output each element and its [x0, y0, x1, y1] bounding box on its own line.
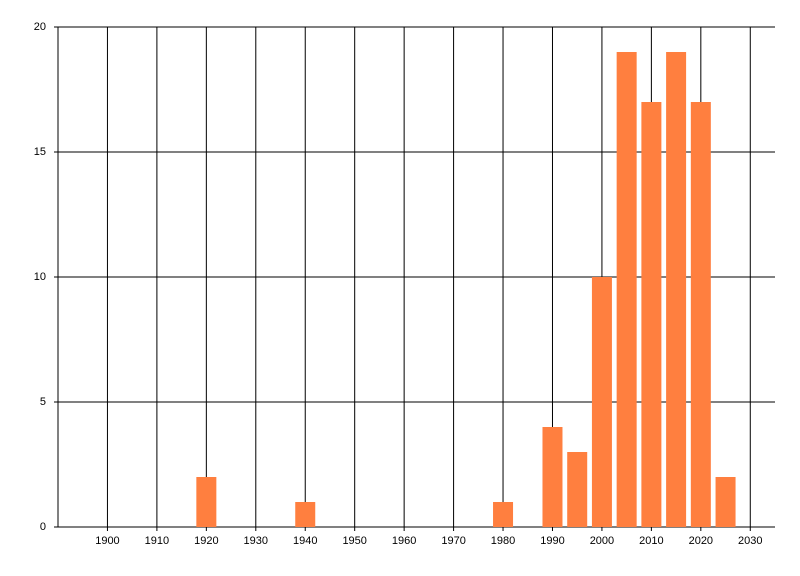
- bar: [690, 102, 711, 527]
- bar: [567, 452, 588, 527]
- bar: [641, 102, 662, 527]
- bar: [295, 502, 316, 527]
- x-tick-label: 1980: [491, 535, 515, 547]
- y-tick-label: 5: [40, 396, 46, 408]
- x-tick-label: 1950: [342, 535, 366, 547]
- bar: [666, 52, 687, 527]
- x-tick-label: 2030: [738, 535, 762, 547]
- y-tick-label: 0: [40, 521, 46, 533]
- bar: [591, 277, 612, 527]
- bar: [196, 477, 217, 527]
- bar: [616, 52, 637, 527]
- bar: [715, 477, 736, 527]
- y-tick-label: 15: [34, 146, 46, 158]
- x-tick-label: 2010: [639, 535, 663, 547]
- x-tick-label: 1940: [293, 535, 317, 547]
- x-tick-label: 1960: [392, 535, 416, 547]
- x-tick-label: 2020: [689, 535, 713, 547]
- y-tick-label: 20: [34, 21, 46, 33]
- x-tick-label: 1920: [194, 535, 218, 547]
- x-tick-label: 1970: [441, 535, 465, 547]
- x-tick-label: 1900: [95, 535, 119, 547]
- bar: [493, 502, 514, 527]
- x-tick-label: 1930: [244, 535, 268, 547]
- x-tick-label: 1910: [145, 535, 169, 547]
- x-tick-label: 1990: [540, 535, 564, 547]
- bar: [542, 427, 563, 527]
- y-tick-label: 10: [34, 271, 46, 283]
- x-tick-label: 2000: [590, 535, 614, 547]
